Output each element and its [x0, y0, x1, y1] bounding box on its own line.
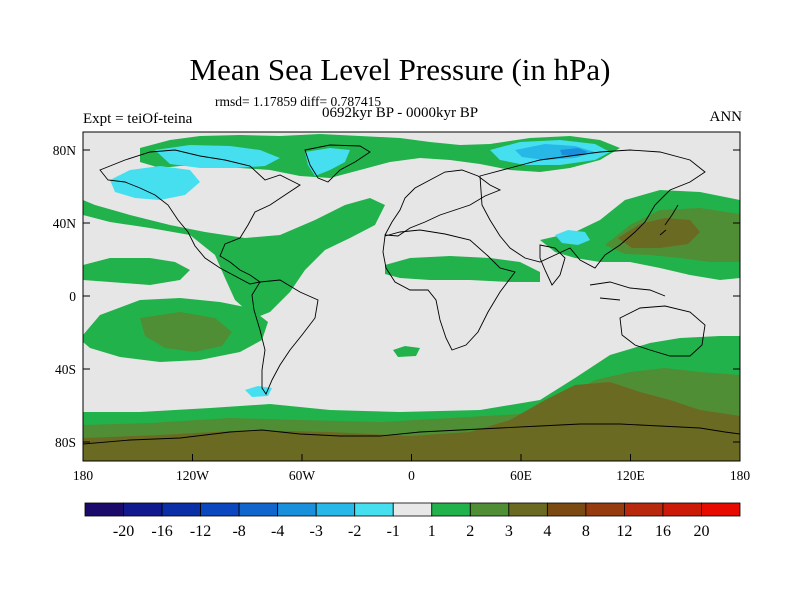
colorbar-label: -3	[310, 523, 323, 540]
colorbar-swatch	[585, 502, 625, 517]
lon-label-60e: 60E	[510, 468, 532, 483]
tibet-negative	[555, 230, 590, 245]
colorbar-label: 1	[428, 523, 436, 540]
north-pacific-positive	[83, 198, 385, 318]
colorbar-label: -4	[271, 523, 284, 540]
colorbar-swatch	[662, 502, 702, 517]
lat-label-40s: 40S	[55, 362, 76, 377]
lon-label-0: 0	[408, 468, 415, 483]
southern-ocean-brown-band	[83, 382, 740, 461]
colorbar-label: 8	[582, 523, 590, 540]
stats-line: rmsd= 1.17859 diff= 0.787415	[215, 94, 382, 109]
map-title: Mean Sea Level Pressure (in hPa)	[189, 52, 611, 87]
south-america-outline	[251, 279, 319, 395]
north-america-outline	[99, 149, 301, 285]
experiment-label: Expt = teiOf-teina	[83, 111, 193, 127]
africa-arabia-positive	[385, 256, 540, 282]
south-pacific-olive	[140, 312, 232, 352]
colorbar-label: -8	[232, 523, 245, 540]
lon-ticks	[192, 454, 631, 461]
africa-outline	[382, 229, 516, 351]
colorbar-swatch	[123, 502, 163, 517]
colorbar-swatch	[200, 502, 240, 517]
pressure-anomaly-fields	[83, 134, 740, 461]
lat-label-eq: 0	[69, 289, 76, 304]
period-label: 0692kyr BP - 0000kyr BP	[322, 105, 479, 121]
colorbar-swatch	[508, 502, 548, 517]
colorbar-label: -2	[348, 523, 361, 540]
colorbar-swatch	[701, 502, 741, 517]
indonesia-outline	[589, 281, 666, 301]
asia-pacific-brown	[618, 218, 700, 248]
asia-outline	[479, 149, 706, 269]
lon-label-180e: 180	[730, 468, 751, 483]
colorbar-swatch	[546, 502, 587, 517]
canada-negative	[110, 166, 200, 200]
colorbar-label: 2	[466, 523, 474, 540]
colorbar-swatch	[354, 502, 394, 517]
lat-label-40n: 40N	[53, 216, 77, 231]
india-outline	[539, 244, 566, 286]
coastlines	[83, 144, 740, 445]
colorbar-swatch	[469, 502, 510, 517]
colorbar-swatch	[315, 502, 356, 517]
siberia-negative-core	[515, 144, 595, 160]
colorbar	[84, 502, 741, 517]
colorbar-swatch	[161, 502, 201, 517]
pacific-equatorial-positive	[83, 258, 190, 285]
lon-label-120w: 120W	[176, 468, 209, 483]
colorbar-label: -1	[387, 523, 400, 540]
colorbar-label: 3	[505, 523, 513, 540]
lat-ticks	[83, 149, 740, 443]
australia-outline	[619, 305, 706, 357]
antarctica-outline	[83, 423, 740, 445]
lon-label-120e: 120E	[616, 468, 645, 483]
lat-label-80s: 80S	[55, 435, 76, 450]
colorbar-label: 20	[693, 523, 709, 540]
colorbar-label: -16	[151, 523, 172, 540]
lat-label-80n: 80N	[53, 143, 77, 158]
colorbar-swatch	[392, 502, 433, 517]
europe-outline	[384, 169, 502, 237]
arctic-positive	[140, 134, 620, 178]
colorbar-swatch	[277, 502, 317, 517]
drake-negative	[245, 386, 272, 397]
siberia-negative-center	[560, 148, 588, 156]
colorbar-swatch	[624, 502, 664, 517]
colorbar-swatch	[431, 502, 471, 517]
greenland-negative	[305, 148, 350, 176]
colorbar-label: 4	[543, 523, 551, 540]
colorbar-swatch	[84, 502, 124, 517]
arctic-america-negative	[155, 145, 280, 168]
greenland-outline	[304, 144, 371, 183]
japan-outline	[659, 204, 679, 236]
colorbar-labels: -20 -16 -12 -8 -4 -3 -2 -1 1 2 3 4 8 12 16 20	[113, 523, 710, 540]
colorbar-swatch	[238, 502, 279, 517]
colorbar-label: 16	[655, 523, 671, 540]
lon-label-60w: 60W	[289, 468, 316, 483]
colorbar-label: -12	[190, 523, 211, 540]
season-label: ANN	[709, 109, 743, 125]
lon-label-180w: 180	[73, 468, 94, 483]
indian-ocean-positive	[650, 336, 740, 352]
colorbar-label: -20	[113, 523, 134, 540]
south-atlantic-small-positive	[393, 346, 420, 357]
colorbar-label: 12	[616, 523, 632, 540]
